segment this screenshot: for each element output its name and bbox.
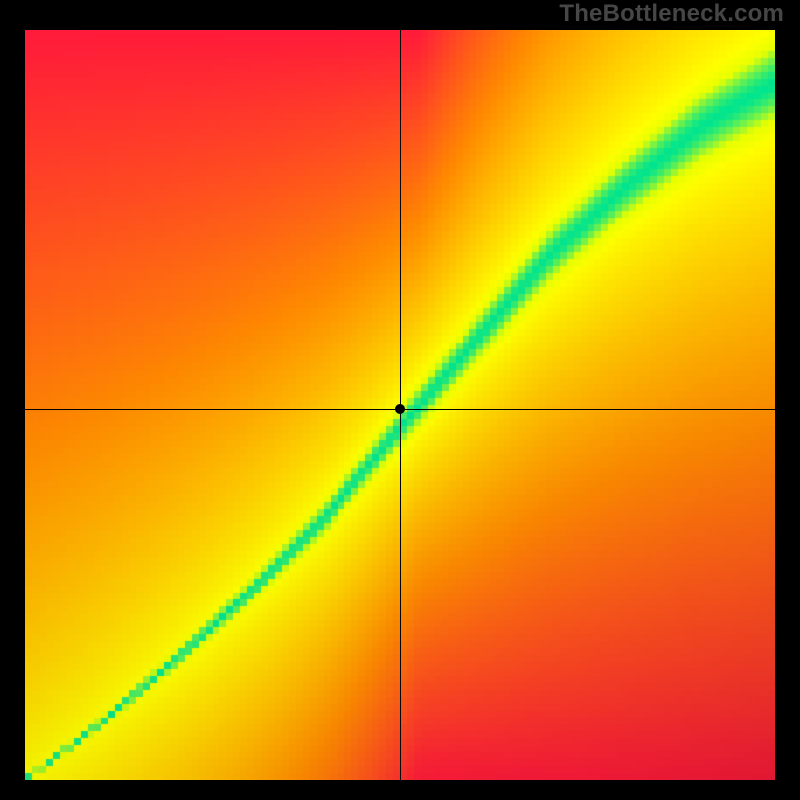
frame: TheBottleneck.com <box>0 0 800 800</box>
heatmap-canvas <box>25 30 775 780</box>
watermark-text: TheBottleneck.com <box>559 0 784 28</box>
heatmap-plot <box>25 30 775 780</box>
